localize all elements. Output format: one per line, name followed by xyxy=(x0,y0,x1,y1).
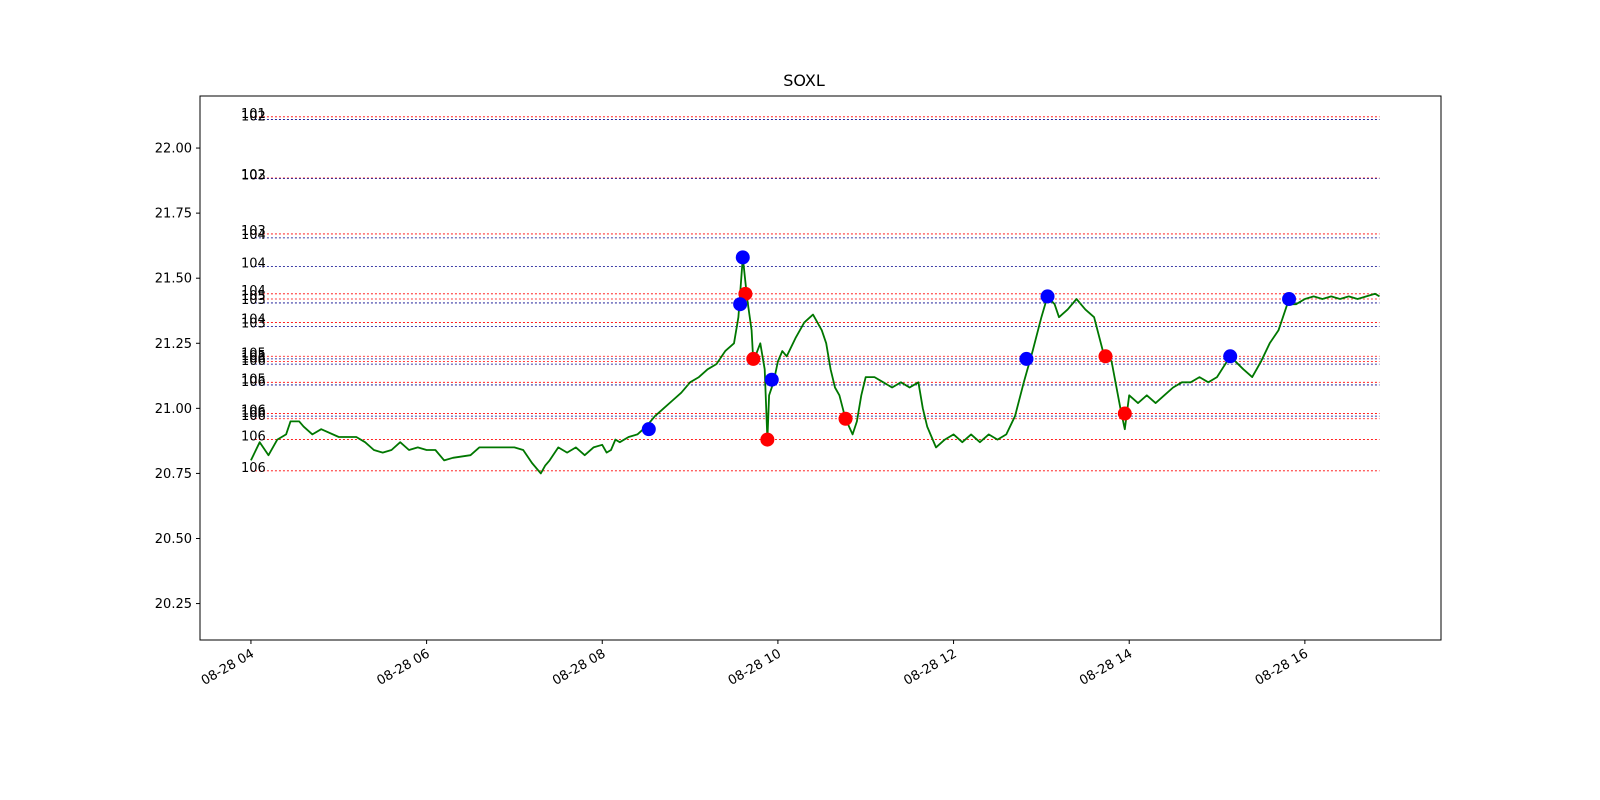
buy-marker xyxy=(641,422,656,437)
level-label: 104 xyxy=(241,256,266,271)
level-label: 106 xyxy=(241,375,266,390)
level-label: 106 xyxy=(241,430,266,445)
y-tick-label: 20.25 xyxy=(155,597,192,612)
y-tick-label: 20.50 xyxy=(155,532,192,547)
y-tick-label: 21.75 xyxy=(155,207,192,222)
level-label: 105 xyxy=(241,372,266,387)
buy-marker xyxy=(1019,351,1034,366)
price-line-group xyxy=(250,256,1380,475)
level-label: 101 xyxy=(241,107,266,122)
level-label: 106 xyxy=(241,409,266,424)
price-levels: 1011021021031031041041041051031041031051… xyxy=(241,107,1380,476)
x-tick-label: 08-28 04 xyxy=(199,646,257,688)
plot-frame xyxy=(199,95,1442,641)
level-label: 102 xyxy=(241,109,266,124)
y-axis: 20.25 20.50 20.75 21.00 21.25 21.50 21.75 22.00 xyxy=(155,142,200,612)
x-tick-label: 08-28 08 xyxy=(550,646,608,688)
level-label: 105 xyxy=(241,289,266,304)
x-tick-label: 08-28 12 xyxy=(901,646,959,688)
x-tick-label: 08-28 06 xyxy=(374,646,432,688)
level-label: 105 xyxy=(241,346,266,361)
level-label: 106 xyxy=(241,461,266,476)
sell-marker xyxy=(1098,349,1113,364)
y-tick-label: 21.25 xyxy=(155,337,192,352)
sell-marker xyxy=(760,432,775,447)
buy-marker xyxy=(1282,292,1297,307)
price-line xyxy=(250,256,1380,475)
level-label: 104 xyxy=(241,284,266,299)
x-axis: 08-28 04 08-28 06 08-28 08 08-28 10 08-28 12… xyxy=(199,640,1311,689)
buy-marker xyxy=(733,297,748,312)
buy-marker xyxy=(1223,349,1238,364)
buy-marker xyxy=(764,372,779,387)
level-label: 106 xyxy=(241,404,266,419)
level-label: 103 xyxy=(241,293,266,308)
buy-marker xyxy=(1040,289,1055,304)
y-tick-label: 21.50 xyxy=(155,272,192,287)
level-label: 105 xyxy=(241,349,266,364)
level-label: 106 xyxy=(241,351,266,366)
level-label: 103 xyxy=(241,169,266,184)
level-label: 106 xyxy=(241,406,266,421)
x-tick-label: 08-28 10 xyxy=(726,646,784,688)
level-label: 106 xyxy=(241,354,266,369)
level-label: 103 xyxy=(241,224,266,239)
y-tick-label: 20.75 xyxy=(155,467,192,482)
y-tick-label: 21.00 xyxy=(155,402,192,417)
sell-marker xyxy=(1117,406,1132,421)
y-tick-label: 22.00 xyxy=(155,142,192,157)
x-tick-label: 08-28 14 xyxy=(1077,646,1135,688)
sell-marker xyxy=(746,351,761,366)
buy-marker xyxy=(735,250,750,265)
sell-marker xyxy=(738,286,753,301)
chart-title: SOXL xyxy=(783,71,825,90)
sell-marker xyxy=(838,411,853,426)
level-label: 104 xyxy=(241,228,266,243)
level-label: 102 xyxy=(241,168,266,183)
level-label: 104 xyxy=(241,312,266,327)
trade-markers xyxy=(641,250,1297,447)
x-tick-label: 08-28 16 xyxy=(1253,646,1311,688)
level-label: 103 xyxy=(241,316,266,331)
